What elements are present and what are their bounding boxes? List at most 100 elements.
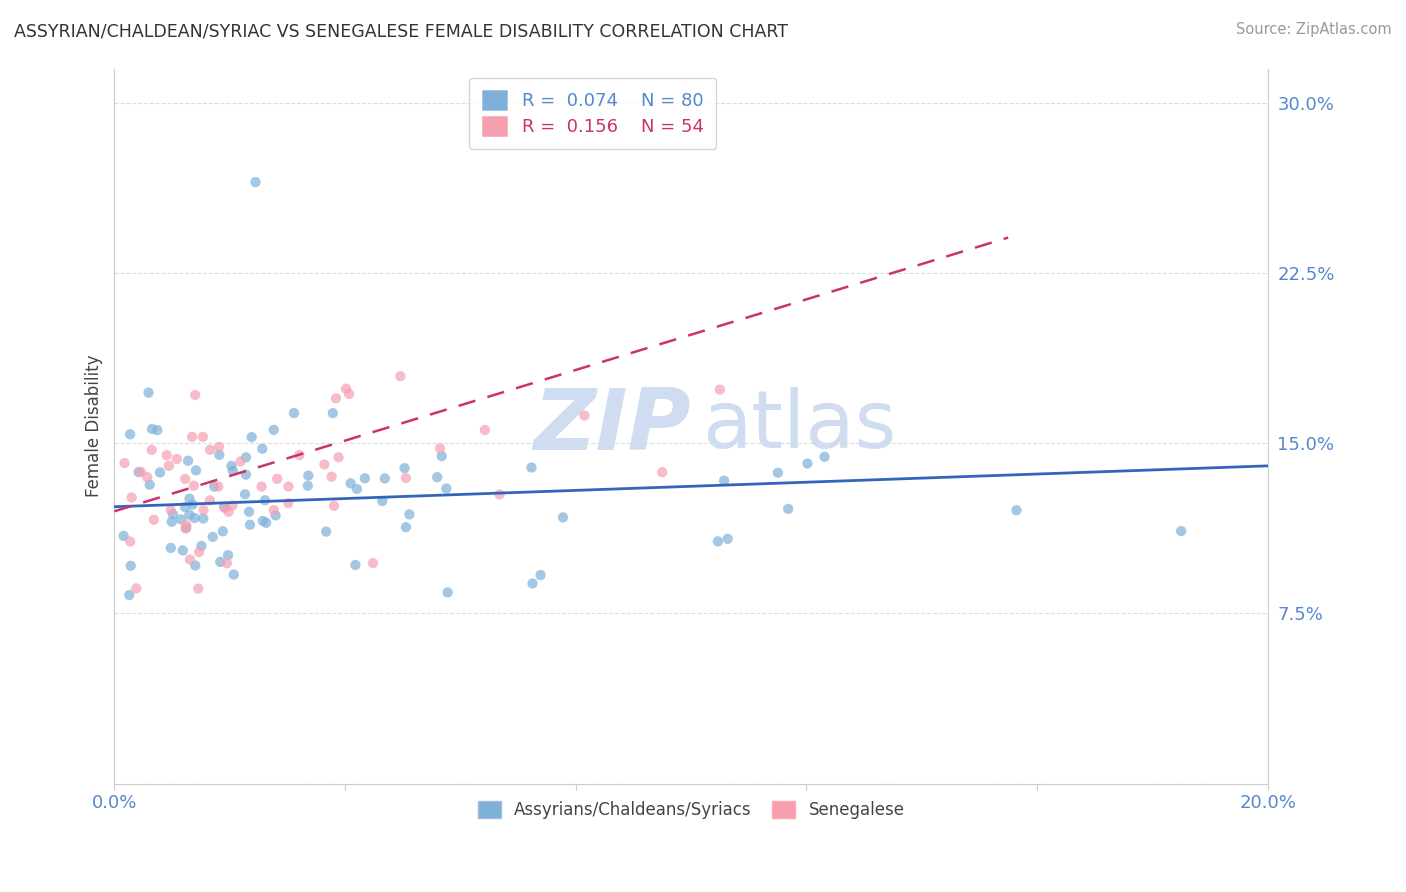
Point bbox=[297, 479, 319, 493]
Point bbox=[426, 470, 449, 484]
Point bbox=[218, 505, 240, 519]
Point bbox=[170, 512, 193, 526]
Point bbox=[322, 406, 344, 420]
Point bbox=[136, 470, 159, 484]
Point bbox=[149, 466, 172, 480]
Point bbox=[128, 465, 150, 479]
Point bbox=[184, 388, 207, 402]
Point bbox=[229, 454, 252, 468]
Point bbox=[283, 406, 305, 420]
Point bbox=[208, 448, 231, 462]
Point bbox=[254, 516, 277, 530]
Point bbox=[142, 513, 165, 527]
Text: Source: ZipAtlas.com: Source: ZipAtlas.com bbox=[1236, 22, 1392, 37]
Point bbox=[215, 556, 238, 570]
Point bbox=[240, 430, 263, 444]
Point bbox=[179, 508, 201, 522]
Point bbox=[235, 467, 257, 482]
Point bbox=[221, 499, 243, 513]
Point bbox=[346, 482, 368, 496]
Point bbox=[253, 493, 276, 508]
Point bbox=[183, 479, 205, 493]
Point bbox=[172, 543, 194, 558]
Point bbox=[217, 548, 239, 562]
Point bbox=[796, 457, 818, 471]
Point bbox=[264, 508, 287, 523]
Point bbox=[250, 480, 273, 494]
Point bbox=[114, 456, 136, 470]
Point bbox=[193, 503, 215, 517]
Point bbox=[314, 458, 336, 472]
Point bbox=[529, 568, 551, 582]
Point bbox=[174, 521, 197, 535]
Point bbox=[159, 541, 181, 555]
Point bbox=[209, 555, 232, 569]
Point bbox=[141, 442, 163, 457]
Point bbox=[252, 442, 274, 456]
Text: atlas: atlas bbox=[703, 387, 897, 465]
Point bbox=[245, 175, 267, 189]
Point bbox=[187, 582, 209, 596]
Point bbox=[328, 450, 350, 465]
Point bbox=[120, 558, 142, 573]
Point bbox=[160, 515, 183, 529]
Point bbox=[398, 508, 420, 522]
Point bbox=[353, 471, 375, 485]
Point bbox=[233, 487, 256, 501]
Point bbox=[474, 423, 496, 437]
Point bbox=[179, 491, 201, 506]
Point bbox=[263, 503, 285, 517]
Point bbox=[138, 385, 160, 400]
Point bbox=[222, 567, 245, 582]
Point bbox=[1170, 524, 1192, 538]
Point bbox=[179, 552, 201, 566]
Point bbox=[141, 422, 163, 436]
Point bbox=[238, 505, 260, 519]
Point bbox=[184, 463, 207, 477]
Point bbox=[181, 498, 204, 512]
Point bbox=[198, 493, 221, 508]
Point bbox=[146, 423, 169, 437]
Point bbox=[335, 382, 357, 396]
Point bbox=[321, 469, 343, 483]
Point bbox=[429, 442, 451, 456]
Point bbox=[208, 440, 231, 454]
Point bbox=[239, 517, 262, 532]
Point bbox=[288, 448, 311, 462]
Y-axis label: Female Disability: Female Disability bbox=[86, 355, 103, 498]
Point bbox=[522, 576, 544, 591]
Point bbox=[202, 480, 225, 494]
Point bbox=[717, 532, 740, 546]
Point bbox=[339, 476, 361, 491]
Point bbox=[778, 501, 800, 516]
Point bbox=[361, 556, 384, 570]
Point bbox=[207, 479, 229, 493]
Point bbox=[174, 521, 197, 535]
Point bbox=[120, 427, 142, 442]
Point bbox=[713, 474, 735, 488]
Point bbox=[212, 500, 235, 514]
Point bbox=[551, 510, 574, 524]
Point bbox=[395, 520, 418, 534]
Point bbox=[315, 524, 337, 539]
Point bbox=[436, 585, 458, 599]
Point bbox=[176, 517, 198, 532]
Legend: Assyrians/Chaldeans/Syriacs, Senegalese: Assyrians/Chaldeans/Syriacs, Senegalese bbox=[471, 794, 911, 825]
Point bbox=[129, 465, 152, 479]
Point bbox=[707, 534, 730, 549]
Point bbox=[181, 430, 204, 444]
Point bbox=[222, 464, 245, 478]
Point bbox=[325, 392, 347, 406]
Point bbox=[191, 430, 214, 444]
Point bbox=[138, 477, 160, 491]
Point bbox=[162, 508, 184, 522]
Text: ZIP: ZIP bbox=[533, 384, 690, 467]
Point bbox=[211, 524, 233, 539]
Point bbox=[266, 472, 288, 486]
Point bbox=[184, 558, 207, 573]
Point bbox=[395, 471, 418, 485]
Point bbox=[574, 409, 596, 423]
Point bbox=[389, 369, 412, 384]
Point bbox=[157, 458, 180, 473]
Point bbox=[337, 387, 360, 401]
